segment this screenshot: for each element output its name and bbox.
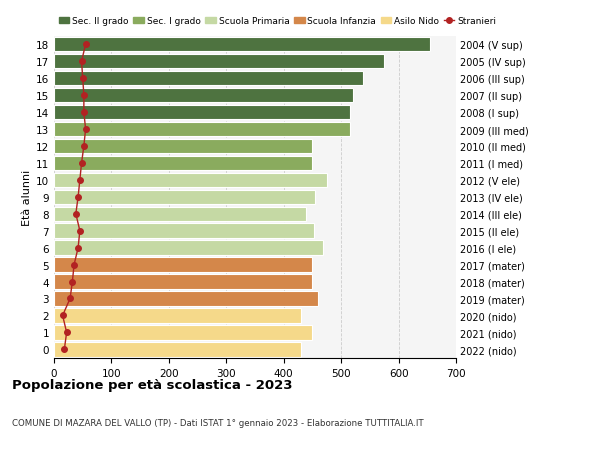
- Legend: Sec. II grado, Sec. I grado, Scuola Primaria, Scuola Infanzia, Asilo Nido, Stran: Sec. II grado, Sec. I grado, Scuola Prim…: [59, 17, 496, 26]
- Bar: [54, 173, 327, 188]
- Bar: [54, 241, 323, 255]
- Text: Popolazione per età scolastica - 2023: Popolazione per età scolastica - 2023: [12, 379, 293, 392]
- Bar: [54, 190, 316, 205]
- Bar: [54, 258, 313, 272]
- Y-axis label: Età alunni: Età alunni: [22, 169, 32, 225]
- Bar: [54, 207, 305, 221]
- Bar: [54, 224, 314, 238]
- Bar: [54, 55, 384, 69]
- Bar: [54, 89, 353, 103]
- Text: COMUNE DI MAZARA DEL VALLO (TP) - Dati ISTAT 1° gennaio 2023 - Elaborazione TUTT: COMUNE DI MAZARA DEL VALLO (TP) - Dati I…: [12, 418, 424, 427]
- Bar: [54, 308, 301, 323]
- Bar: [54, 38, 430, 52]
- Bar: [54, 291, 318, 306]
- Bar: [54, 72, 363, 86]
- Bar: [54, 275, 313, 289]
- Bar: [54, 123, 350, 137]
- Bar: [54, 106, 350, 120]
- Bar: [54, 157, 313, 171]
- Bar: [54, 325, 313, 340]
- Bar: [54, 342, 301, 357]
- Bar: [54, 140, 313, 154]
